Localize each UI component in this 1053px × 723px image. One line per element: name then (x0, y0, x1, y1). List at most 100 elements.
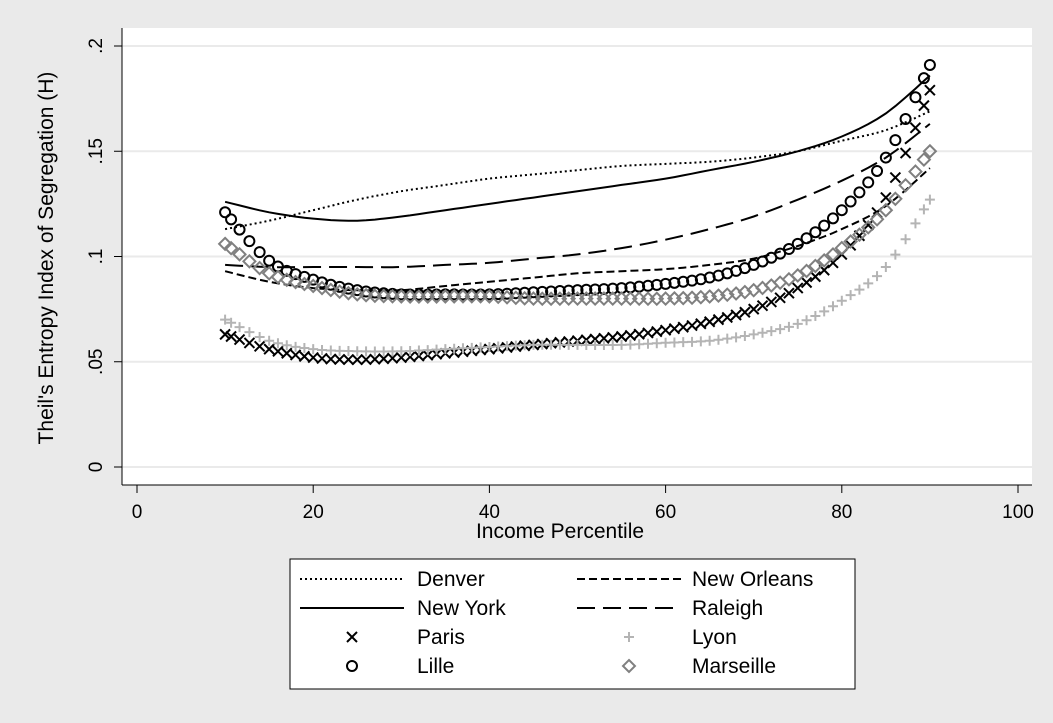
series-layer (217, 58, 938, 366)
data-point (510, 340, 521, 351)
legend-label: Lyon (692, 626, 737, 649)
data-point (669, 337, 680, 348)
legend: Denver New Orleans New York Raleigh Paris Lyo… (289, 558, 856, 690)
data-point (232, 246, 247, 262)
data-point (898, 177, 913, 193)
data-point (571, 284, 584, 297)
data-point (360, 353, 372, 366)
data-point (730, 309, 742, 321)
legend-item: New Orleans (577, 568, 813, 591)
data-point (924, 194, 935, 205)
data-point (809, 270, 822, 283)
data-point (317, 344, 328, 355)
data-point (422, 345, 433, 356)
data-point (816, 252, 832, 268)
y-tick-label: .1 (86, 249, 107, 265)
data-point (660, 337, 671, 348)
data-point (323, 282, 339, 298)
data-point (580, 283, 593, 296)
data-point (686, 274, 699, 287)
data-point (739, 330, 750, 341)
data-point (219, 328, 231, 341)
x-tick-label: 20 (303, 502, 324, 523)
data-point (899, 147, 912, 159)
data-point (659, 277, 672, 290)
legend-box (289, 558, 856, 690)
data-point (872, 271, 883, 282)
data-point (536, 285, 549, 298)
legend-swatch (624, 632, 634, 642)
legend-swatch (621, 658, 637, 674)
data-point (457, 343, 468, 354)
data-point (712, 313, 725, 326)
data-point (590, 340, 601, 351)
data-point (413, 345, 424, 356)
data-point (369, 346, 380, 357)
data-point (484, 342, 495, 353)
data-point (923, 58, 936, 71)
data-point (880, 262, 891, 273)
data-point (351, 353, 363, 366)
data-point (225, 330, 237, 343)
data-point (581, 339, 592, 350)
data-point (290, 341, 301, 352)
data-point (765, 296, 778, 308)
legend-label: Raleigh (692, 597, 763, 620)
data-point (818, 219, 831, 232)
data-point (668, 276, 681, 289)
data-point (325, 345, 336, 356)
data-point (862, 176, 875, 189)
legend-item: Marseille (621, 655, 776, 678)
data-point (272, 345, 284, 358)
data-point (233, 223, 246, 236)
x-tick-label: 0 (132, 502, 143, 523)
data-point (563, 339, 574, 350)
data-point (922, 143, 938, 159)
data-point (361, 346, 372, 357)
data-point (747, 303, 760, 315)
legend-label: Lille (417, 655, 454, 678)
data-point (890, 249, 901, 260)
data-point (739, 306, 751, 318)
data-point (387, 346, 398, 357)
data-point (869, 211, 885, 227)
x-tick-label: 80 (831, 502, 852, 523)
data-point (449, 343, 460, 354)
data-point (826, 212, 839, 225)
data-point (800, 276, 813, 289)
series-line (224, 74, 931, 222)
data-point (713, 334, 724, 345)
legend-swatch (346, 660, 358, 672)
data-point (678, 337, 689, 348)
x-axis-title: Income Percentile (476, 520, 644, 543)
data-point (731, 332, 742, 343)
data-point (554, 339, 565, 350)
data-point (775, 324, 786, 335)
y-tick-label: .15 (86, 138, 107, 164)
data-point (243, 235, 256, 248)
data-point (878, 202, 894, 218)
data-point (528, 339, 539, 350)
series-paris (219, 84, 936, 366)
data-point (668, 322, 681, 335)
data-point (242, 253, 257, 269)
series-line (224, 167, 931, 292)
data-point (782, 243, 795, 256)
data-point (721, 311, 733, 324)
data-point (243, 337, 256, 349)
data-point (233, 333, 246, 346)
series-new-york (224, 74, 931, 222)
data-point (314, 280, 330, 296)
data-point (352, 346, 363, 357)
data-point (466, 342, 477, 353)
data-point (386, 352, 399, 364)
data-point (792, 282, 804, 294)
data-point (853, 186, 866, 199)
data-point (642, 338, 653, 349)
data-point (703, 316, 716, 328)
data-point (597, 283, 610, 296)
x-tick-label: 100 (1002, 502, 1034, 523)
data-point (546, 339, 557, 350)
x-tick-label: 60 (655, 502, 676, 523)
data-point (225, 213, 238, 226)
